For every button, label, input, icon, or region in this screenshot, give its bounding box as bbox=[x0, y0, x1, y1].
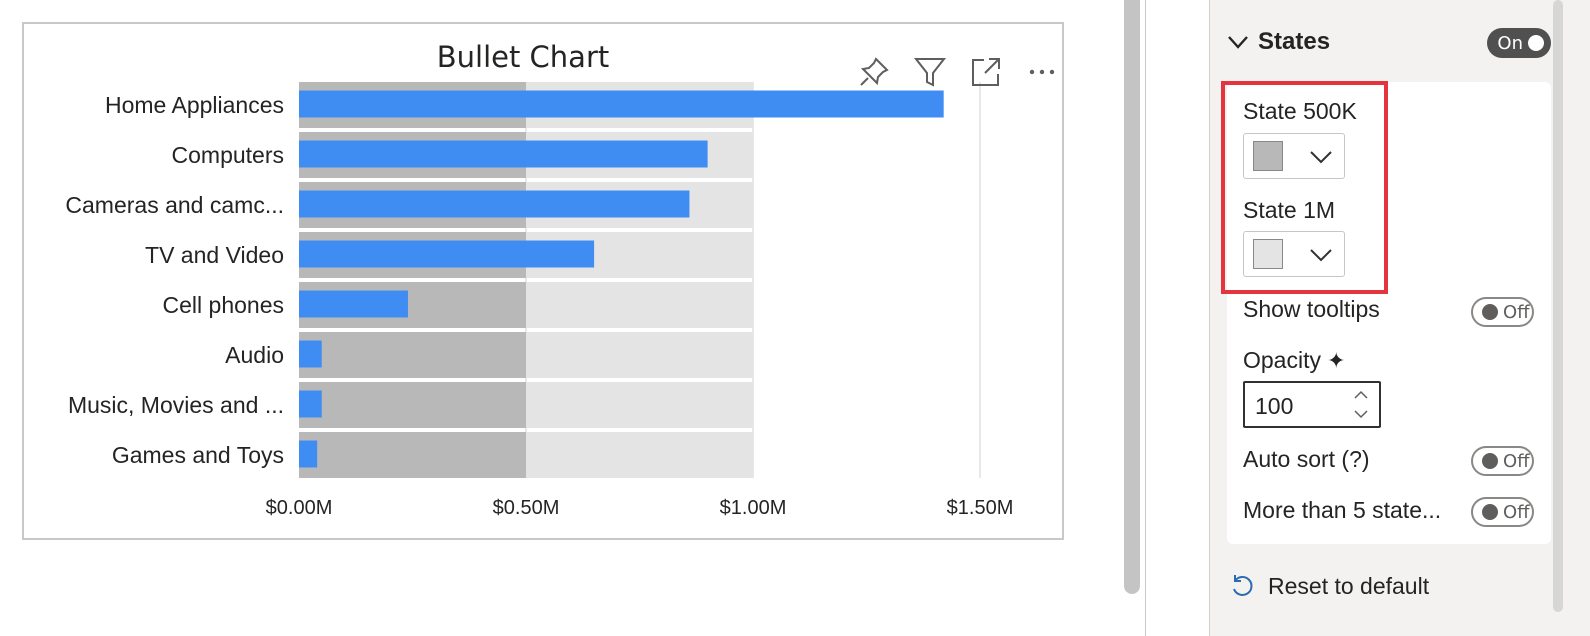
value-bar[interactable] bbox=[299, 290, 408, 318]
state-band bbox=[299, 332, 526, 378]
states-section-header[interactable]: States bbox=[1226, 22, 1556, 62]
toggle-label: Off bbox=[1503, 301, 1530, 323]
sparkle-icon: ✦ bbox=[1326, 348, 1346, 373]
toggle-knob bbox=[1482, 453, 1498, 469]
state-1m-label: State 1M bbox=[1243, 197, 1336, 223]
canvas-scrollbar[interactable] bbox=[1124, 0, 1140, 594]
value-bar[interactable] bbox=[299, 240, 595, 268]
show-tooltips-label: Show tooltips bbox=[1243, 296, 1380, 322]
state-1m-color-picker[interactable] bbox=[1243, 231, 1345, 277]
pane-scrollbar[interactable] bbox=[1553, 0, 1563, 612]
x-tick-label: $0.00M bbox=[266, 497, 333, 519]
visual-header bbox=[856, 54, 1060, 90]
reset-to-default-button[interactable]: Reset to default bbox=[1228, 572, 1429, 600]
toggle-label: Off bbox=[1503, 450, 1530, 472]
x-tick-label: $0.50M bbox=[493, 497, 560, 519]
chart-canvas: Home Appliances Computers Cameras and camc… bbox=[65, 82, 1014, 519]
color-swatch bbox=[1253, 239, 1283, 269]
chevron-down-icon bbox=[1310, 151, 1332, 164]
reset-label: Reset to default bbox=[1268, 572, 1430, 599]
category-label: Home Appliances bbox=[105, 92, 284, 118]
value-bar[interactable] bbox=[299, 140, 708, 168]
state-band bbox=[299, 432, 526, 478]
category-label: Music, Movies and ... bbox=[68, 392, 284, 418]
auto-sort-label: Auto sort (?) bbox=[1243, 446, 1370, 472]
opacity-input[interactable]: 100 bbox=[1243, 381, 1381, 428]
state-band bbox=[526, 382, 753, 428]
focus-mode-icon[interactable] bbox=[968, 54, 1004, 90]
category-label: Audio bbox=[225, 342, 284, 368]
chevron-up-icon[interactable] bbox=[1351, 386, 1371, 404]
more-states-label: More than 5 state... bbox=[1243, 497, 1442, 523]
chevron-down-icon[interactable] bbox=[1351, 405, 1371, 423]
value-bar[interactable] bbox=[299, 440, 318, 468]
toggle-knob bbox=[1482, 504, 1498, 520]
value-bar[interactable] bbox=[299, 340, 322, 368]
opacity-label: Opacity ✦ bbox=[1243, 347, 1345, 374]
state-500k-label: State 500K bbox=[1243, 98, 1357, 124]
chevron-down-icon bbox=[1228, 36, 1248, 49]
filter-icon[interactable] bbox=[912, 54, 948, 90]
category-label: Computers bbox=[172, 142, 284, 168]
auto-sort-toggle[interactable]: Off bbox=[1471, 446, 1534, 476]
x-tick-label: $1.00M bbox=[720, 497, 787, 519]
toggle-label: Off bbox=[1503, 501, 1530, 523]
opacity-label-text: Opacity bbox=[1243, 347, 1321, 373]
reset-icon bbox=[1233, 575, 1253, 596]
category-label: Cell phones bbox=[163, 292, 284, 318]
toggle-knob bbox=[1528, 35, 1544, 51]
chart-title: Bullet Chart bbox=[436, 40, 610, 74]
state-band bbox=[526, 332, 753, 378]
show-tooltips-toggle[interactable]: Off bbox=[1471, 297, 1534, 327]
pane-divider bbox=[1145, 0, 1146, 636]
toggle-knob bbox=[1482, 304, 1498, 320]
pin-icon[interactable] bbox=[856, 54, 892, 90]
state-500k-color-picker[interactable] bbox=[1243, 133, 1345, 179]
x-tick-label: $1.50M bbox=[947, 497, 1014, 519]
bullet-chart-visual[interactable]: Home Appliances Computers Cameras and camc… bbox=[22, 22, 1064, 540]
category-label: Games and Toys bbox=[112, 442, 284, 468]
state-band bbox=[299, 382, 526, 428]
value-bar[interactable] bbox=[299, 390, 322, 418]
section-title: States bbox=[1258, 28, 1331, 55]
value-bar[interactable] bbox=[299, 190, 690, 218]
state-band bbox=[526, 432, 753, 478]
highlight-box bbox=[1221, 81, 1388, 294]
value-bar[interactable] bbox=[299, 90, 944, 118]
more-states-toggle[interactable]: Off bbox=[1471, 497, 1534, 527]
category-label: TV and Video bbox=[145, 242, 284, 268]
states-toggle[interactable]: On bbox=[1487, 28, 1551, 58]
toggle-label: On bbox=[1497, 32, 1523, 54]
more-options-icon[interactable] bbox=[1024, 54, 1060, 90]
chevron-down-icon bbox=[1310, 249, 1332, 262]
color-swatch bbox=[1253, 141, 1283, 171]
category-label: Cameras and camc... bbox=[65, 192, 284, 218]
state-band bbox=[526, 282, 753, 328]
opacity-value: 100 bbox=[1255, 393, 1294, 419]
